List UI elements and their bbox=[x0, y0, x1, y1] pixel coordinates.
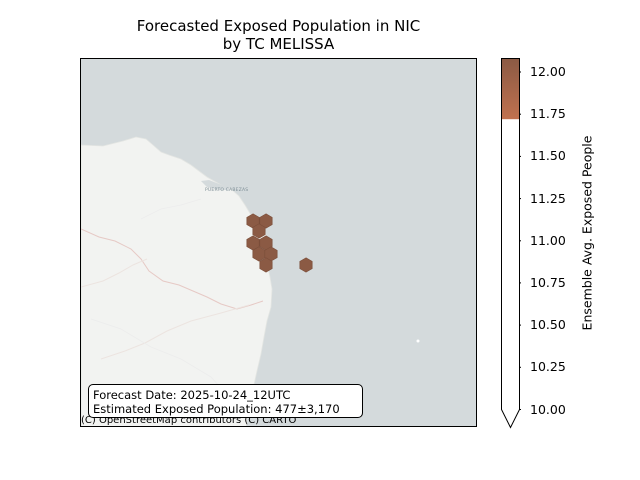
colorbar-tick-label: 11.25 bbox=[530, 190, 566, 206]
road bbox=[81, 258, 250, 360]
hexagon-grid bbox=[246, 213, 313, 273]
colorbar-tick-label: 10.50 bbox=[530, 317, 566, 333]
road bbox=[90, 198, 232, 400]
title-line-2: by TC MELISSA bbox=[222, 35, 335, 53]
chart-title: Forecasted Exposed Population in NIC by … bbox=[80, 17, 477, 53]
colorbar-tick-label: 10.25 bbox=[530, 359, 566, 375]
colorbar-tick-label: 12.00 bbox=[530, 64, 566, 79]
map-attribution: (C) OpenStreetMap contributors (C) CARTO bbox=[81, 415, 297, 426]
river bbox=[81, 228, 264, 310]
colorbar bbox=[501, 58, 521, 429]
colorbar-tick-label: 11.50 bbox=[530, 148, 566, 164]
colorbar-tick-label: 10.00 bbox=[530, 401, 566, 417]
map-panel[interactable]: PUERTO CABEZAS bbox=[80, 58, 477, 427]
colorbar-background bbox=[501, 58, 520, 410]
exposure-hexagon bbox=[252, 223, 266, 239]
colorbar-tick-label: 10.75 bbox=[530, 274, 566, 290]
colorbar-tick-marks bbox=[519, 71, 521, 410]
lagoon bbox=[201, 180, 231, 190]
exposure-hexagon bbox=[259, 213, 273, 229]
colorbar-label-text: Ensemble Avg. Exposed People bbox=[579, 135, 595, 331]
exposure-hexagon bbox=[299, 257, 313, 273]
title-line-1: Forecasted Exposed Population in NIC bbox=[136, 17, 421, 35]
colorbar-tick-label: 11.75 bbox=[530, 106, 566, 122]
colorbar-outline bbox=[501, 58, 520, 429]
exposed-population: Estimated Exposed Population: 477±3,170 bbox=[93, 402, 340, 416]
colorbar-tick-label: 11.00 bbox=[530, 232, 566, 248]
colorbar-fill bbox=[501, 58, 520, 120]
map-canvas bbox=[81, 59, 476, 426]
forecast-info-box: Forecast Date: 2025-10-24_12UTC Estimate… bbox=[88, 384, 363, 418]
island bbox=[416, 339, 420, 343]
place-label-puerto-cabezas: PUERTO CABEZAS bbox=[205, 188, 249, 193]
exposure-hexagon bbox=[259, 257, 273, 273]
forecast-date: Forecast Date: 2025-10-24_12UTC bbox=[93, 388, 291, 402]
